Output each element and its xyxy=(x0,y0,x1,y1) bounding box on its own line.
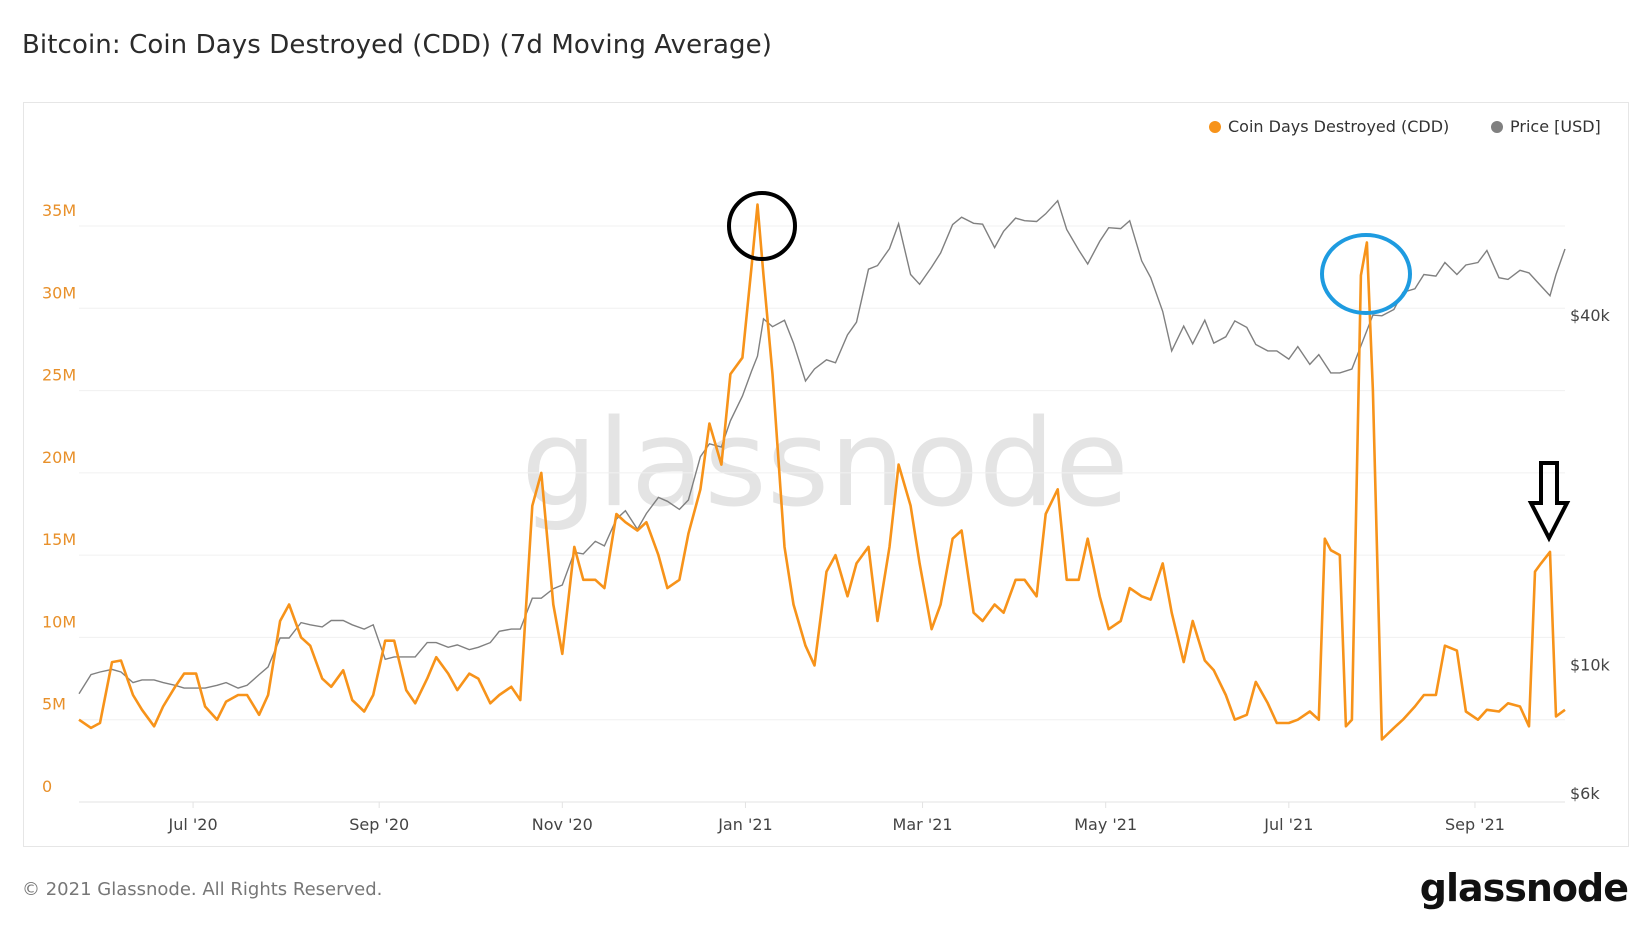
y-left-tick-label: 10M xyxy=(42,612,76,631)
annotation-ellipse-jul-peak xyxy=(1320,233,1412,315)
x-axis: Jul '20 Sep '20 Nov '20 Jan '21 Mar '21 May '… xyxy=(167,802,1505,834)
legend-dot-cdd-icon xyxy=(1209,120,1221,133)
glassnode-logo: glassnode xyxy=(1419,866,1629,910)
legend-dot-price-icon xyxy=(1491,120,1503,133)
y-left-tick-label: 15M xyxy=(42,530,76,549)
y-left-tick-label: 0 xyxy=(42,777,52,796)
y-axis-left: 0 5M 10M 15M 20M 25M 30M 35M xyxy=(42,201,76,796)
x-tick-label: Jan '21 xyxy=(717,815,773,834)
y-right-tick-label: $40k xyxy=(1570,306,1611,325)
chart-title: Bitcoin: Coin Days Destroyed (CDD) (7d M… xyxy=(22,30,773,60)
annotation-circle-jan-peak xyxy=(727,191,797,261)
y-left-tick-label: 25M xyxy=(42,366,76,385)
y-left-tick-label: 35M xyxy=(42,201,76,220)
watermark: glassnode xyxy=(521,395,1129,534)
legend-label-price: Price [USD] xyxy=(1510,117,1601,136)
y-left-tick-label: 5M xyxy=(42,695,66,714)
x-tick-label: Sep '21 xyxy=(1445,815,1505,834)
y-left-tick-label: 30M xyxy=(42,283,76,302)
y-left-tick-label: 20M xyxy=(42,448,76,467)
x-tick-label: Jul '21 xyxy=(1263,815,1313,834)
x-tick-label: Sep '20 xyxy=(349,815,409,834)
y-axis-right: $6k $10k $40k xyxy=(1570,306,1611,803)
series-lines xyxy=(78,199,1566,741)
y-right-tick-label: $10k xyxy=(1570,655,1611,674)
x-tick-label: Nov '20 xyxy=(532,815,593,834)
legend-item-price[interactable]: Price [USD] xyxy=(1491,117,1601,136)
y-right-tick-label: $6k xyxy=(1570,784,1600,803)
x-tick-label: Mar '21 xyxy=(893,815,953,834)
annotation-down-arrow-icon xyxy=(1527,461,1571,543)
annotations xyxy=(727,191,1571,543)
chart-frame xyxy=(23,102,1629,847)
x-tick-label: Jul '20 xyxy=(167,815,217,834)
copyright: © 2021 Glassnode. All Rights Reserved. xyxy=(22,879,383,900)
legend-label-cdd: Coin Days Destroyed (CDD) xyxy=(1228,117,1450,136)
legend-item-cdd[interactable]: Coin Days Destroyed (CDD) xyxy=(1209,117,1449,136)
cdd-line xyxy=(78,203,1566,741)
price-line xyxy=(78,199,1566,695)
x-tick-label: May '21 xyxy=(1074,815,1137,834)
